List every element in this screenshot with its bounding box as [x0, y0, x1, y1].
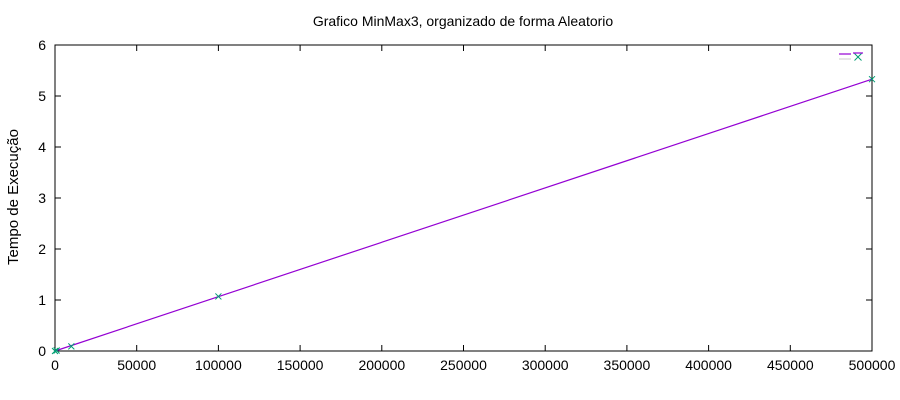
y-tick-label: 5: [38, 88, 46, 104]
x-tick-label: 50000: [117, 357, 156, 373]
data-point: [51, 347, 59, 355]
x-tick-label: 0: [51, 357, 59, 373]
chart-title: Grafico MinMax3, organizado de forma Ale…: [313, 13, 614, 29]
plot-frame: [54, 44, 873, 352]
legend-marker: [854, 53, 862, 61]
data-point: [67, 343, 75, 350]
x-tick-label: 150000: [277, 357, 324, 373]
x-tick-label: 400000: [685, 357, 732, 373]
x-tick-label: 200000: [358, 357, 405, 373]
series-line: [54, 78, 873, 352]
y-tick-label: 0: [38, 343, 46, 359]
data-point: [215, 293, 222, 300]
y-axis-title: Tempo de Execução: [5, 129, 22, 265]
x-tick-label: 500000: [849, 357, 896, 373]
x-tick-label: 350000: [604, 357, 651, 373]
data-point: [868, 75, 876, 83]
y-tick-label: 1: [38, 292, 46, 308]
x-tick-label: 300000: [522, 357, 569, 373]
y-tick-label: 3: [38, 190, 46, 206]
ticks-layer: 0 50000 100000 150000 200000 250000 300000 3500…: [38, 37, 895, 373]
x-tick-label: 250000: [440, 357, 487, 373]
series-layer: [51, 75, 876, 355]
y-tick-label: 4: [38, 139, 46, 155]
legend: [839, 52, 863, 61]
y-tick-label: 6: [38, 37, 46, 53]
y-tick-label: 2: [38, 241, 46, 257]
x-tick-label: 450000: [767, 357, 814, 373]
x-tick-label: 100000: [195, 357, 242, 373]
data-point: [53, 347, 60, 354]
